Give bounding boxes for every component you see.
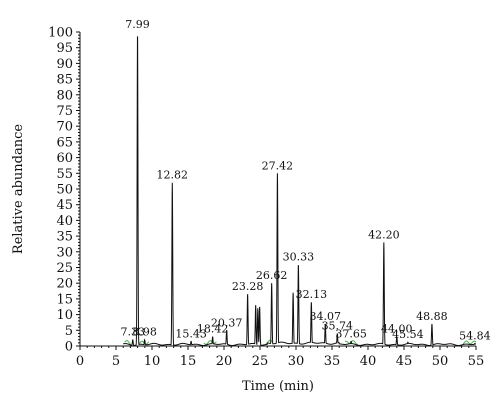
x-axis-ticks: 0 5 10 15 20 25 30 35 40 45 50 55 <box>76 346 484 369</box>
x-tick-label: 45 <box>396 354 413 369</box>
peak-label: 54.84 <box>459 329 491 342</box>
y-tick-label: 50 <box>56 183 73 198</box>
peak-label: 12.82 <box>157 169 189 182</box>
x-tick-label: 50 <box>432 354 449 369</box>
peak-label: 26.62 <box>256 269 288 282</box>
peak-label: 37.65 <box>335 327 367 340</box>
baseline-tint-segment <box>124 340 132 345</box>
y-tick-label: 80 <box>56 88 73 103</box>
peak-label: 42.20 <box>368 228 400 241</box>
peak-label: 48.88 <box>416 310 448 323</box>
x-tick-label: 20 <box>216 354 233 369</box>
peak-label: 30.33 <box>283 250 315 263</box>
y-tick-label: 20 <box>56 277 73 292</box>
y-tick-label: 40 <box>56 214 73 229</box>
y-axis-ticks: 0510152025303540455055606570758085909510… <box>48 26 80 355</box>
y-tick-label: 35 <box>56 230 73 245</box>
x-tick-label: 25 <box>252 354 269 369</box>
x-tick-label: 15 <box>180 354 197 369</box>
x-tick-label: 40 <box>360 354 377 369</box>
peak-label: 18.42 <box>197 323 229 336</box>
y-tick-label: 15 <box>56 292 73 307</box>
x-tick-label: 30 <box>288 354 305 369</box>
peak-label: 35.74 <box>322 319 354 332</box>
peak-label: 7.33 <box>121 326 146 339</box>
y-tick-label: 75 <box>56 104 73 119</box>
chromatogram-trace <box>123 36 477 347</box>
x-tick-label: 10 <box>144 354 161 369</box>
baseline-tint-segment <box>462 340 477 345</box>
peak-label: 7.99 <box>125 18 150 31</box>
peak-label: 8.98 <box>132 326 157 339</box>
y-tick-label: 45 <box>56 198 73 213</box>
peak-label: 45.54 <box>392 328 424 341</box>
y-tick-label: 100 <box>48 26 73 41</box>
baseline-tint-segment <box>203 340 217 345</box>
x-tick-label: 0 <box>76 354 84 369</box>
y-tick-label: 25 <box>56 261 73 276</box>
y-tick-label: 95 <box>56 41 73 56</box>
y-tick-label: 0 <box>65 340 73 355</box>
x-tick-label: 35 <box>324 354 341 369</box>
y-tick-label: 85 <box>56 73 73 88</box>
peak-label: 15.43 <box>175 327 207 340</box>
x-axis-title: Time (min) <box>242 379 314 394</box>
y-tick-label: 70 <box>56 120 73 135</box>
peak-label: 23.28 <box>232 280 264 293</box>
x-tick-label: 5 <box>112 354 120 369</box>
peak-label: 20.37 <box>211 316 243 329</box>
peak-label: 34.07 <box>310 310 342 323</box>
y-tick-label: 55 <box>56 167 73 182</box>
y-axis-title: Relative abundance <box>11 124 26 254</box>
y-tick-label: 30 <box>56 245 73 260</box>
y-tick-label: 5 <box>65 324 73 339</box>
y-tick-label: 10 <box>56 308 73 323</box>
x-tick-label: 55 <box>468 354 485 369</box>
y-tick-label: 60 <box>56 151 73 166</box>
y-tick-label: 90 <box>56 57 73 72</box>
peak-label: 27.42 <box>262 159 294 172</box>
y-tick-label: 65 <box>56 135 73 150</box>
peak-label: 44.00 <box>381 323 413 336</box>
peak-label: 32.13 <box>296 288 328 301</box>
